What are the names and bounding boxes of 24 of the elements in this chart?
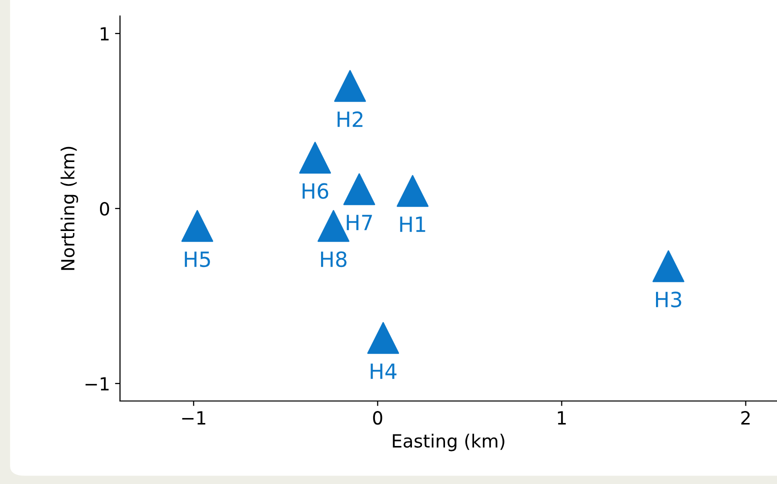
point	[181, 210, 214, 242]
x-axis-title: Easting (km)	[392, 434, 504, 452]
y-tick-label: 0	[100, 202, 110, 216]
data-label: H8	[321, 251, 347, 268]
data-label: H2	[338, 111, 362, 127]
point	[396, 175, 429, 207]
data-label: H7	[346, 214, 372, 230]
x-tick-label: 1	[558, 411, 566, 424]
point	[299, 142, 331, 174]
data-label: H1	[400, 216, 426, 232]
point	[343, 173, 376, 206]
x-tick-label: 2	[741, 411, 750, 424]
y-tick-label: 1	[100, 27, 109, 40]
data-label: H5	[184, 252, 210, 268]
x-tick-label: −1	[182, 411, 206, 424]
data-label: H3	[656, 292, 682, 308]
point	[367, 322, 400, 354]
x-tick-label: 0	[373, 411, 382, 425]
y-axis-title: Northing (km)	[60, 146, 78, 270]
point	[334, 70, 366, 102]
y-tick-label: −1	[86, 377, 109, 390]
data-label: H6	[302, 183, 328, 199]
data-label: H4	[370, 364, 396, 379]
point	[652, 250, 684, 282]
